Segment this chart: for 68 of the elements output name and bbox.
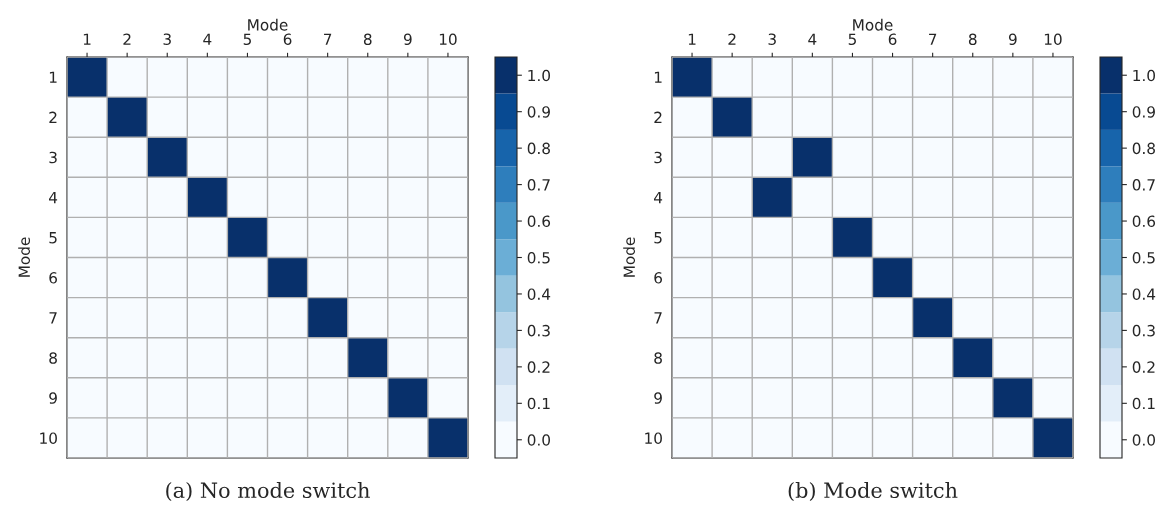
x-tick-label: 4 (203, 33, 212, 45)
x-tick-label: 3 (768, 33, 776, 46)
color-bar-label: 0.6 (1132, 215, 1156, 228)
x-tick-label: 7 (929, 33, 937, 45)
x-axis-title: Mode (248, 18, 288, 31)
y-axis-title: Mode (18, 237, 31, 277)
y-tick-label: 6 (654, 272, 663, 284)
x-axis-title: Mode (853, 18, 893, 31)
color-bar-label: 0.7 (527, 179, 550, 191)
y-tick-label: 3 (49, 151, 57, 164)
y-tick-label: 6 (49, 272, 58, 284)
x-tick-label: 10 (1044, 33, 1062, 46)
x-tick-label: 5 (243, 33, 251, 46)
x-tick-label: 10 (439, 33, 457, 46)
color-bar-label: 0.5 (527, 251, 550, 264)
x-tick-label: 8 (968, 33, 977, 46)
color-bar-label: 0.1 (1132, 397, 1155, 410)
color-bar-label: 0.2 (527, 361, 550, 373)
color-bar-label: 1.0 (1133, 69, 1155, 82)
y-tick-label: 8 (49, 352, 57, 364)
x-tick-label: 1 (688, 33, 696, 45)
color-bar-label: 0.3 (527, 324, 550, 337)
y-tick-label: 10 (40, 432, 57, 444)
text: (a) No mode switch (166, 481, 370, 501)
x-tick-label: 1 (83, 33, 91, 45)
y-tick-label: 9 (654, 392, 662, 404)
y-tick-label: 5 (49, 232, 57, 244)
y-tick-label: 5 (654, 232, 662, 244)
x-tick-label: 9 (403, 33, 412, 46)
y-tick-label: 4 (654, 192, 663, 204)
y-axis-title: Mode (623, 237, 636, 277)
x-tick-label: 9 (1008, 33, 1017, 46)
color-bar-label: 0.9 (1132, 106, 1155, 118)
y-tick-label: 2 (49, 111, 57, 123)
color-bar-label: 0.7 (1132, 179, 1155, 191)
x-tick-label: 3 (163, 33, 171, 46)
text: (b) Mode switch (788, 481, 958, 501)
x-tick-label: 7 (324, 33, 332, 45)
y-tick-label: 7 (49, 312, 57, 324)
x-tick-label: 6 (888, 33, 897, 46)
y-tick-label: 1 (49, 71, 57, 83)
x-tick-label: 8 (363, 33, 372, 46)
color-bar-label: 0.0 (527, 434, 550, 446)
color-bar-label: 0.2 (1132, 361, 1155, 373)
x-tick-label: 4 (808, 33, 817, 45)
color-bar-label: 0.8 (1132, 142, 1155, 155)
color-bar-label: 0.6 (527, 215, 551, 228)
y-tick-label: 8 (654, 352, 662, 364)
color-bar-label: 0.3 (1132, 324, 1155, 337)
y-tick-label: 7 (654, 312, 662, 324)
color-bar-label: 0.1 (527, 397, 550, 410)
y-tick-label: 9 (49, 392, 57, 404)
y-tick-label: 3 (654, 151, 662, 164)
y-tick-label: 10 (645, 432, 662, 444)
color-bar-label: 0.8 (527, 142, 550, 155)
color-bar-label: 0.9 (527, 106, 550, 118)
y-tick-label: 4 (49, 192, 58, 204)
x-tick-label: 2 (728, 33, 736, 45)
y-tick-label: 1 (654, 71, 662, 83)
color-bar-label: 0.5 (1132, 251, 1155, 264)
color-bar-label: 1.0 (528, 69, 550, 82)
x-tick-label: 2 (123, 33, 131, 45)
x-tick-label: 5 (848, 33, 856, 46)
color-bar-label: 0.4 (527, 288, 551, 300)
color-bar-label: 0.0 (1132, 434, 1155, 446)
color-bar-label: 0.4 (1132, 288, 1156, 300)
x-tick-label: 6 (283, 33, 292, 46)
y-tick-label: 2 (654, 111, 662, 123)
